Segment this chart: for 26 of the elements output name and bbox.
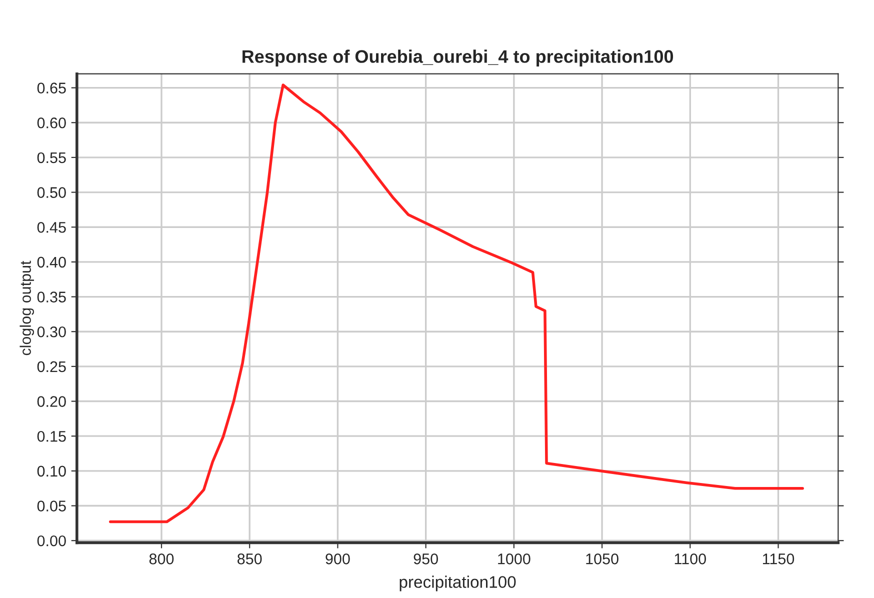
x-tick-label: 800 [149, 554, 174, 564]
y-axis-title: cloglog output [20, 260, 34, 356]
y-tick-label: 0.55 [37, 152, 66, 164]
y-tick-label: 0.20 [37, 396, 66, 407]
y-tick-label: 0.65 [37, 82, 66, 94]
x-tick-label: 950 [414, 554, 438, 564]
y-tick-label: 0.05 [37, 500, 66, 512]
y-tick-label: 0.35 [37, 292, 66, 302]
x-tick-label: 1150 [762, 554, 794, 564]
line-series [109, 84, 804, 524]
y-tick-label: 0.30 [37, 326, 66, 338]
x-tick-label: 1050 [586, 554, 618, 564]
y-tick-label: 0.40 [37, 256, 66, 268]
chart-title: Response of Ourebia_ourebi_4 to precipitation100 [242, 50, 674, 66]
y-tick-label: 0.15 [37, 430, 66, 442]
x-tick-label: 900 [326, 554, 350, 564]
x-tick-label: 1100 [674, 554, 706, 564]
x-axis-title: precipitation100 [400, 576, 516, 592]
y-tick-label: 0.60 [37, 117, 66, 128]
y-tick-label: 0.00 [37, 535, 66, 546]
x-tick-label: 1000 [498, 554, 530, 564]
y-tick-label: 0.45 [37, 222, 66, 233]
x-tick-label: 850 [238, 554, 262, 564]
y-tick-label: 0.50 [37, 187, 66, 198]
y-tick-label: 0.10 [37, 466, 66, 477]
y-tick-label: 0.25 [37, 361, 66, 372]
